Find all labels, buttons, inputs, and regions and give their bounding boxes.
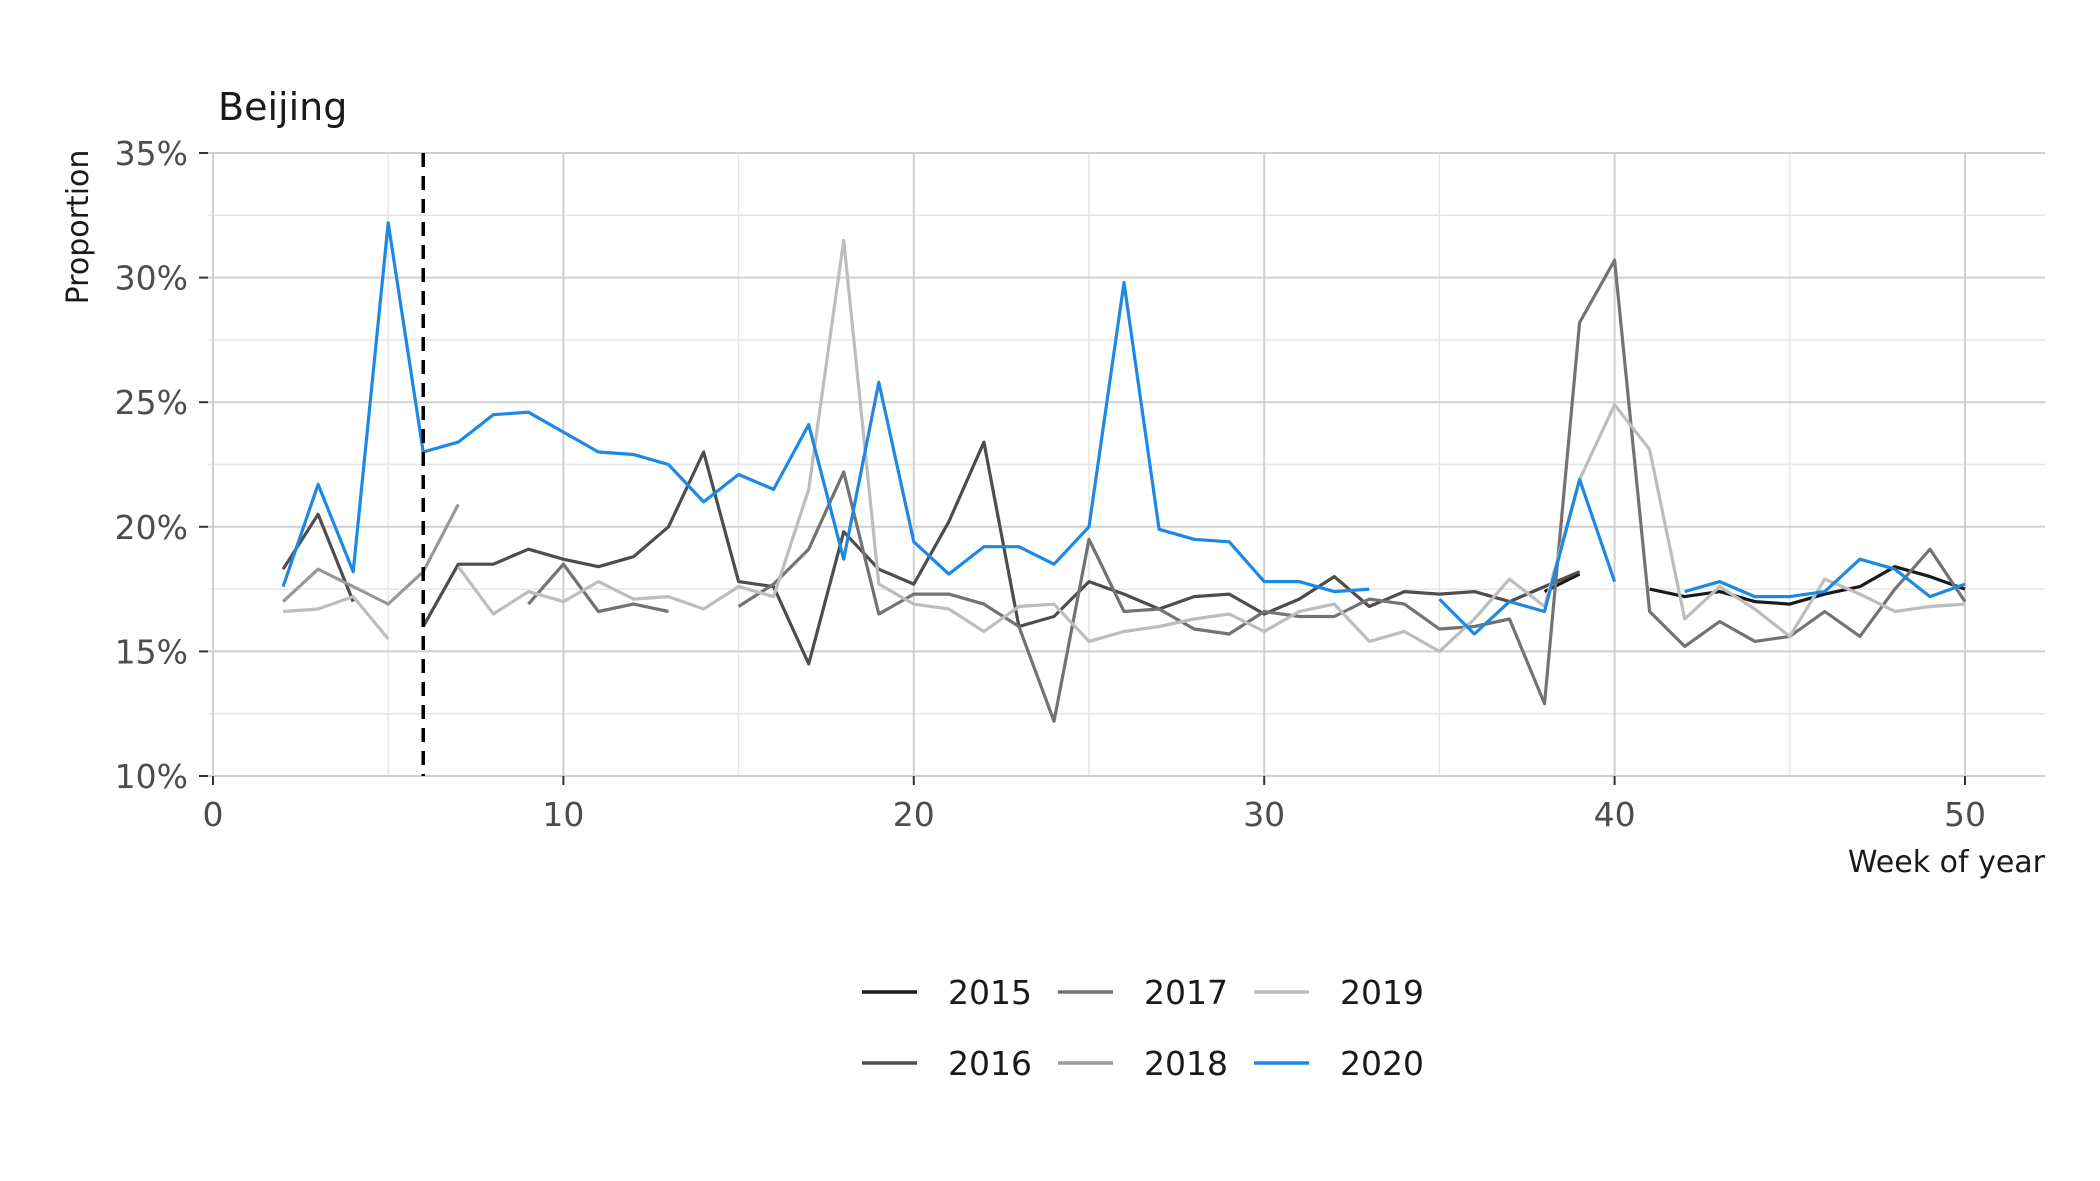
y-tick-label: 35% bbox=[115, 134, 188, 173]
legend-label: 2018 bbox=[1144, 1044, 1228, 1083]
legend-label: 2016 bbox=[948, 1044, 1032, 1083]
series-2016 bbox=[281, 440, 1581, 666]
x-tick-label: 30 bbox=[1243, 795, 1285, 834]
series-line-2017 bbox=[737, 258, 1967, 723]
legend-label: 2017 bbox=[1144, 973, 1228, 1012]
axis-ticks bbox=[199, 152, 1966, 785]
legend-item-2016: 2016 bbox=[862, 1044, 1032, 1083]
series-line-2019 bbox=[282, 595, 390, 640]
legend-item-2020: 2020 bbox=[1254, 1044, 1424, 1083]
minor-gridlines bbox=[208, 153, 2045, 776]
series-2018 bbox=[282, 503, 460, 606]
series-line-2020 bbox=[1684, 557, 1966, 599]
series-line-2018 bbox=[282, 503, 460, 606]
legend-item-2018: 2018 bbox=[1058, 1044, 1228, 1083]
x-axis-tick-labels: 0 10 20 30 40 50 bbox=[203, 795, 1987, 834]
series-line-2017 bbox=[527, 562, 669, 614]
series-line-2019 bbox=[457, 238, 1966, 653]
y-axis-title: Proportion bbox=[61, 150, 96, 305]
y-tick-label: 15% bbox=[115, 632, 188, 671]
series-2015 bbox=[1543, 565, 1966, 606]
x-tick-label: 40 bbox=[1594, 795, 1636, 834]
series-2017 bbox=[527, 258, 1967, 723]
y-tick-label: 20% bbox=[115, 508, 188, 547]
major-gridlines bbox=[208, 152, 2045, 777]
x-tick-label: 0 bbox=[203, 795, 224, 834]
series-2019 bbox=[282, 238, 1966, 653]
series-line-2015 bbox=[1649, 565, 1966, 606]
x-tick-label: 10 bbox=[542, 795, 584, 834]
y-tick-label: 10% bbox=[115, 757, 188, 796]
series-lines bbox=[281, 221, 1967, 723]
series-line-2016 bbox=[421, 440, 1581, 666]
x-axis-title: Week of year bbox=[1848, 845, 2046, 880]
legend-item-2019: 2019 bbox=[1254, 973, 1424, 1012]
y-tick-label: 25% bbox=[115, 383, 188, 422]
series-line-2020 bbox=[281, 221, 1370, 594]
y-tick-label: 30% bbox=[115, 259, 188, 298]
x-tick-label: 20 bbox=[893, 795, 935, 834]
chart-title: Beijing bbox=[218, 85, 347, 129]
legend-item-2015: 2015 bbox=[862, 973, 1032, 1012]
series-line-2020 bbox=[1438, 477, 1617, 636]
legend-label: 2015 bbox=[948, 973, 1032, 1012]
legend-label: 2019 bbox=[1340, 973, 1424, 1012]
x-tick-label: 50 bbox=[1944, 795, 1986, 834]
legend-item-2017: 2017 bbox=[1058, 973, 1228, 1012]
legend-label: 2020 bbox=[1340, 1044, 1424, 1083]
y-axis-tick-labels: 10% 15% 20% 25% 30% 35% bbox=[115, 134, 188, 796]
legend: 2015 2016 2017 2018 2019 2020 bbox=[862, 973, 1424, 1083]
series-2020 bbox=[281, 221, 1966, 636]
